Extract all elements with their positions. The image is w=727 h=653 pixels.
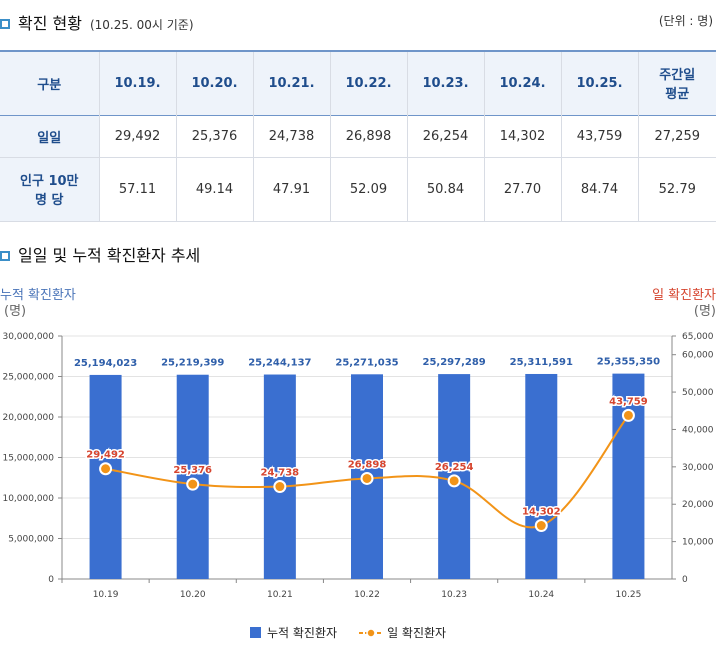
right-tick-label: 0 bbox=[682, 575, 688, 585]
left-tick-label: 25,000,000 bbox=[2, 373, 54, 383]
col-header: 10.22. bbox=[330, 51, 408, 115]
x-tick-label: 10.22 bbox=[354, 590, 380, 600]
chart-legend: 누적 확진환자 일 확진환자 bbox=[250, 624, 446, 641]
daily-point bbox=[360, 471, 374, 485]
daily-point bbox=[99, 462, 113, 476]
table-cell: 49.14 bbox=[176, 157, 254, 221]
table-cell: 50.84 bbox=[407, 157, 485, 221]
right-tick-label: 40,000 bbox=[682, 425, 714, 435]
col-header-weekly-avg: 주간일 평균 bbox=[659, 68, 696, 103]
daily-value-label: 26,898 bbox=[348, 459, 387, 470]
left-tick-label: 5,000,000 bbox=[8, 535, 54, 545]
col-header: 10.24. bbox=[484, 51, 562, 115]
table-row: 인구 10만 명 당 57.11 49.14 47.91 52.09 50.84… bbox=[0, 157, 716, 221]
right-tick-label: 20,000 bbox=[682, 500, 714, 510]
bar-value-label: 25,194,023 bbox=[74, 358, 137, 369]
legend-bar-swatch bbox=[250, 627, 261, 638]
table-cell: 43,759 bbox=[561, 115, 639, 157]
left-tick-label: 15,000,000 bbox=[2, 454, 54, 464]
daily-point bbox=[447, 474, 461, 488]
table-cell: 57.11 bbox=[99, 157, 177, 221]
daily-value-label: 25,376 bbox=[173, 465, 212, 476]
bar bbox=[263, 374, 296, 579]
section-subtitle: (10.25. 00시 기준) bbox=[89, 18, 194, 32]
table-row: 일일 29,492 25,376 24,738 26,898 26,254 14… bbox=[0, 115, 716, 157]
table-header-row: 구분 10.19. 10.20. 10.21. 10.22. 10.23. 10… bbox=[0, 51, 716, 115]
right-tick-label: 65,000 bbox=[682, 332, 714, 342]
col-header: 10.21. bbox=[253, 51, 331, 115]
x-tick-label: 10.20 bbox=[180, 590, 206, 600]
bar-value-label: 25,244,137 bbox=[248, 358, 311, 369]
section-square-icon bbox=[0, 19, 10, 29]
left-axis-unit: (명) bbox=[4, 304, 26, 319]
col-header: 10.25. bbox=[561, 51, 639, 115]
daily-value-label: 29,492 bbox=[86, 450, 125, 461]
daily-point bbox=[621, 408, 635, 422]
right-axis-title: 일 확진환자 bbox=[652, 288, 716, 303]
bar-value-label: 25,297,289 bbox=[423, 357, 486, 368]
table-cell: 84.74 bbox=[561, 157, 639, 221]
row-header: 인구 10만 명 당 bbox=[0, 157, 100, 221]
left-tick-label: 10,000,000 bbox=[2, 494, 54, 504]
bar-value-label: 25,219,399 bbox=[161, 358, 224, 369]
table-cell: 27.70 bbox=[484, 157, 562, 221]
bar bbox=[176, 374, 209, 579]
table-cell: 52.79 bbox=[658, 181, 696, 197]
x-tick-label: 10.24 bbox=[528, 590, 554, 600]
daily-point bbox=[273, 480, 287, 494]
right-tick-label: 10,000 bbox=[682, 538, 714, 548]
col-header: 10.19. bbox=[99, 51, 177, 115]
table-cell: 26,898 bbox=[330, 115, 408, 157]
daily-value-label: 14,302 bbox=[522, 507, 561, 518]
left-axis-title: 누적 확진환자 bbox=[0, 288, 76, 303]
bar bbox=[525, 373, 558, 579]
col-header: 10.20. bbox=[176, 51, 254, 115]
daily-value-label: 24,738 bbox=[261, 468, 300, 479]
x-tick-label: 10.21 bbox=[267, 590, 293, 600]
daily-value-label: 26,254 bbox=[435, 462, 474, 473]
right-axis-unit: (명) bbox=[694, 304, 716, 319]
legend-item-daily: 일 확진환자 bbox=[387, 626, 447, 640]
table-cell: 25,376 bbox=[176, 115, 254, 157]
chart-section-title: 일일 및 누적 확진환자 추세 bbox=[18, 246, 201, 265]
chart-section-header: 일일 및 누적 확진환자 추세 bbox=[0, 242, 200, 266]
table-cell: 24,738 bbox=[253, 115, 331, 157]
x-tick-label: 10.25 bbox=[616, 590, 642, 600]
right-tick-label: 60,000 bbox=[682, 351, 714, 361]
section-square-icon bbox=[0, 251, 10, 261]
bar-value-label: 25,311,591 bbox=[510, 357, 573, 368]
bar-value-label: 25,355,350 bbox=[597, 357, 660, 368]
stats-table: 구분 10.19. 10.20. 10.21. 10.22. 10.23. 10… bbox=[0, 50, 716, 222]
daily-point bbox=[534, 519, 548, 533]
left-tick-label: 20,000,000 bbox=[2, 413, 54, 423]
row-header: 일일 bbox=[0, 115, 100, 157]
bar-value-label: 25,271,035 bbox=[335, 357, 398, 368]
unit-label: (단위 : 명) bbox=[658, 14, 713, 28]
status-section-header: 확진 현황 (10.25. 00시 기준) bbox=[0, 10, 194, 34]
daily-value-label: 43,759 bbox=[609, 396, 648, 407]
bar bbox=[89, 374, 122, 579]
trend-chart: 누적 확진환자(명)일 확진환자(명)05,000,00010,000,0001… bbox=[0, 288, 716, 600]
table-cell: 47.91 bbox=[253, 157, 331, 221]
left-tick-label: 0 bbox=[48, 575, 54, 585]
legend-line-swatch bbox=[359, 627, 384, 638]
x-tick-label: 10.19 bbox=[93, 590, 119, 600]
table-corner: 구분 bbox=[0, 51, 100, 115]
x-tick-label: 10.23 bbox=[441, 590, 467, 600]
bar bbox=[612, 373, 645, 579]
col-header: 10.23. bbox=[407, 51, 485, 115]
daily-point bbox=[186, 477, 200, 491]
table-cell: 14,302 bbox=[484, 115, 562, 157]
right-tick-label: 50,000 bbox=[682, 388, 714, 398]
table-cell: 27,259 bbox=[654, 128, 701, 144]
table-cell: 52.09 bbox=[330, 157, 408, 221]
right-tick-label: 30,000 bbox=[682, 463, 714, 473]
table-cell: 26,254 bbox=[407, 115, 485, 157]
legend-item-cumulative: 누적 확진환자 bbox=[267, 626, 338, 640]
section-title: 확진 현황 bbox=[18, 14, 82, 33]
left-tick-label: 30,000,000 bbox=[2, 332, 54, 342]
table-cell: 29,492 bbox=[99, 115, 177, 157]
